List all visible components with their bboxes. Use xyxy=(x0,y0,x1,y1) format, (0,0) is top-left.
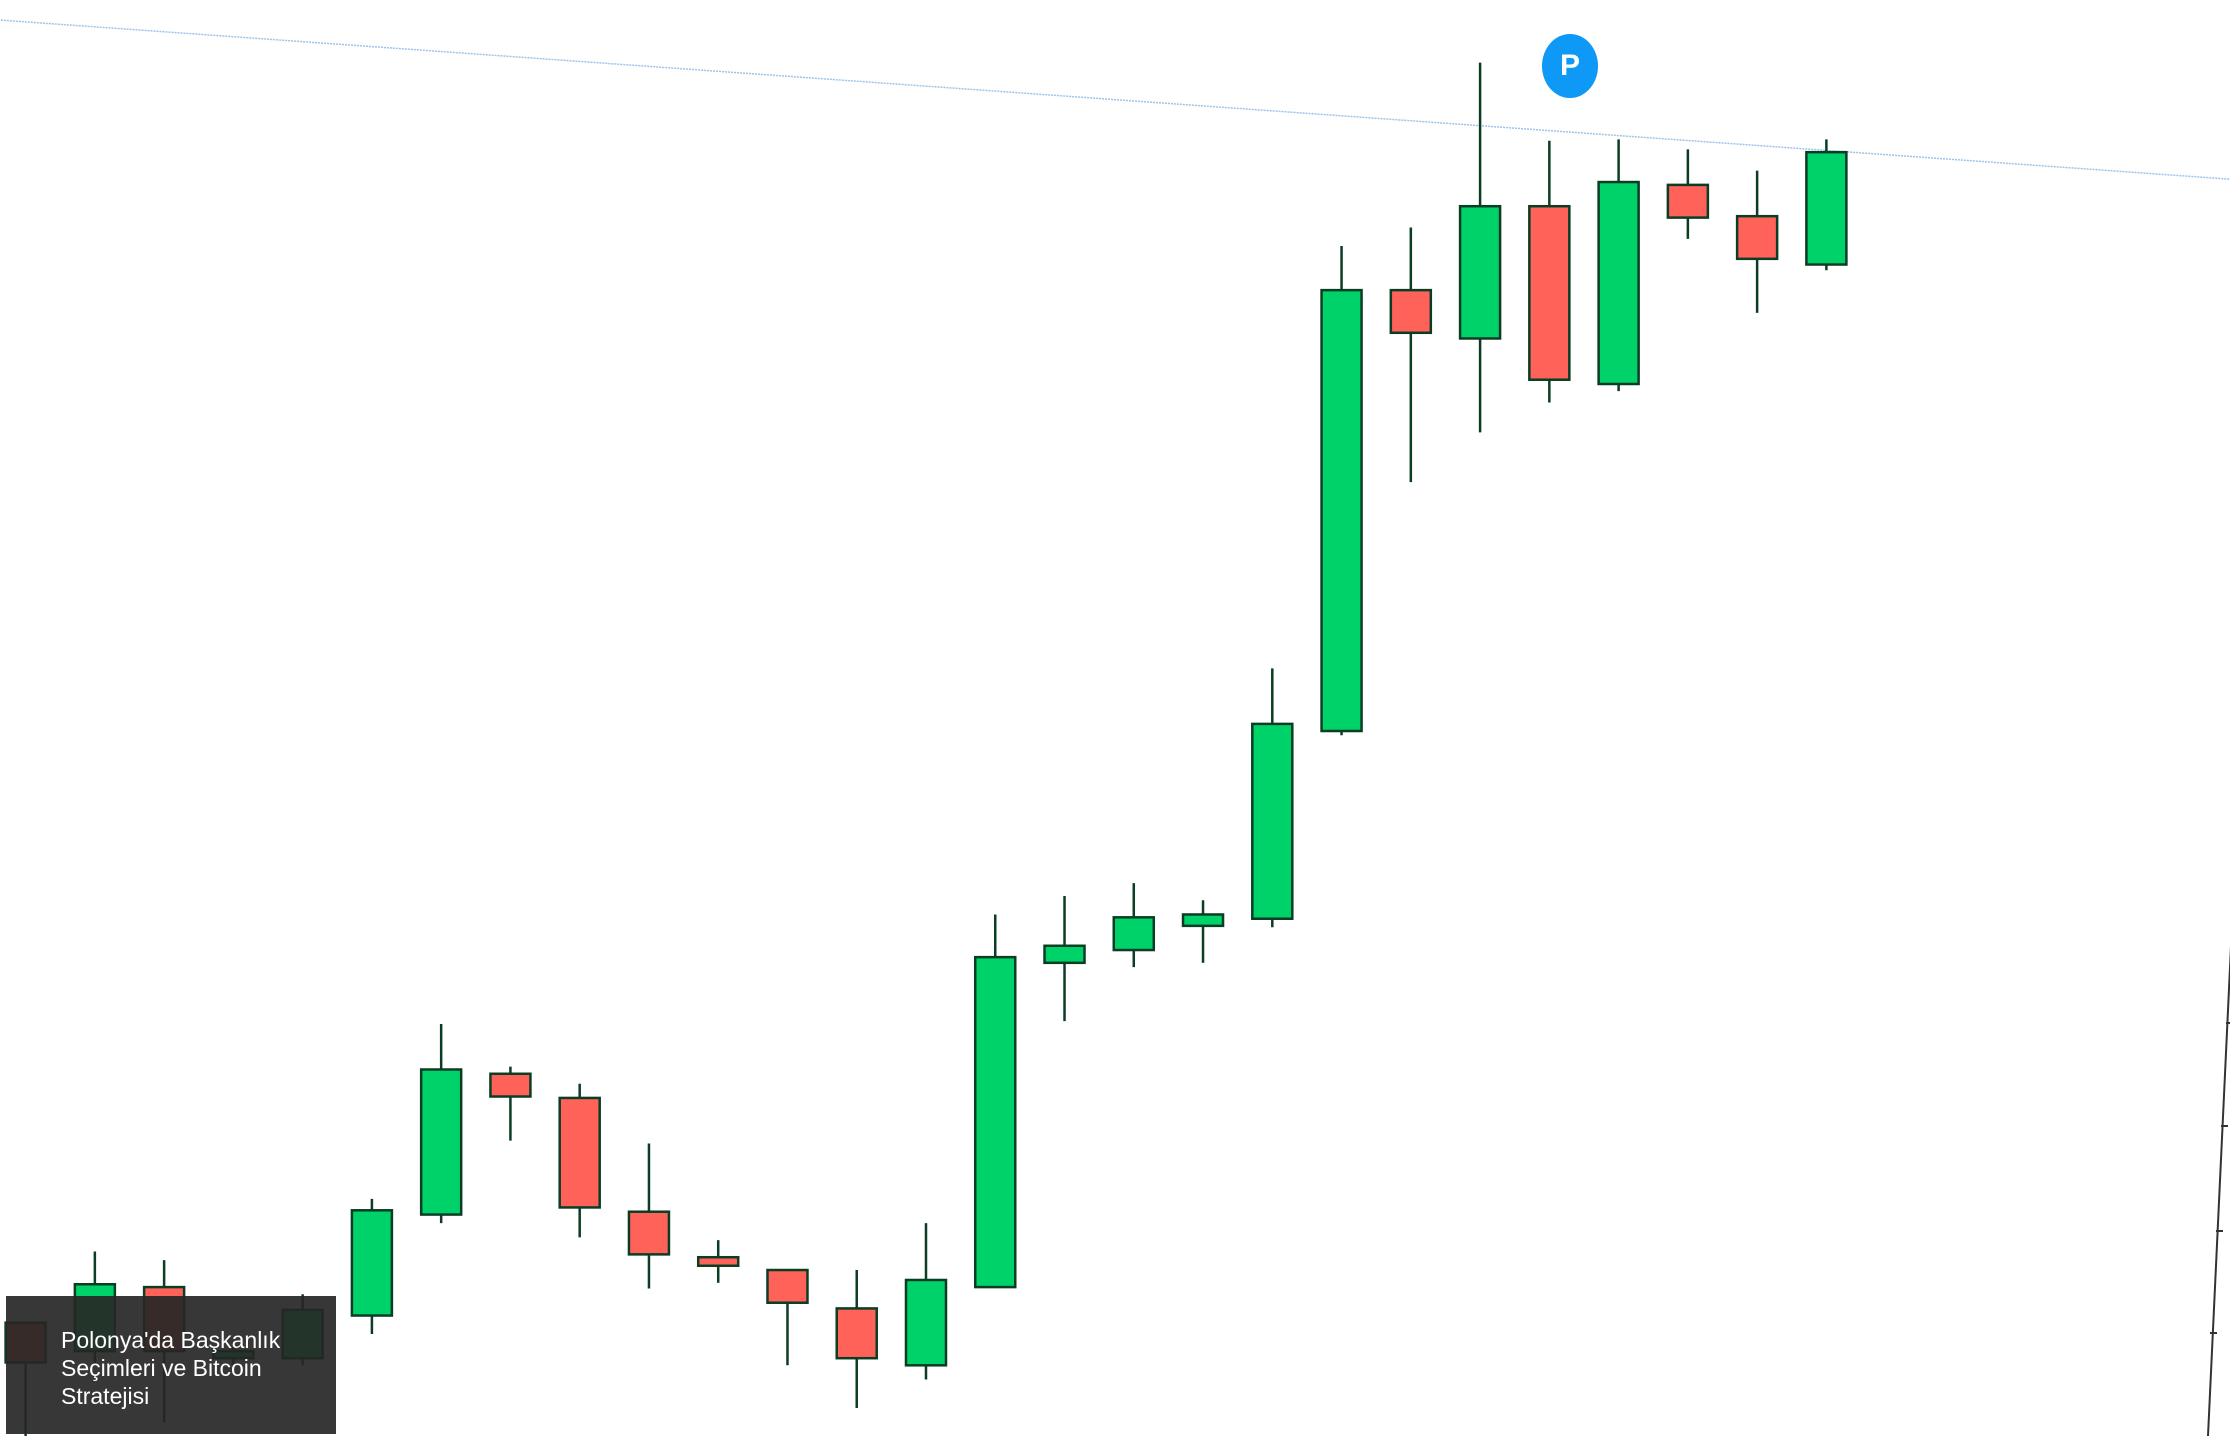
candle-body-up xyxy=(1597,180,1640,386)
candle-body-up xyxy=(1458,204,1502,340)
candle-body-down xyxy=(696,1255,740,1268)
candles-group xyxy=(4,62,1848,1436)
candle-body-up xyxy=(1181,913,1225,928)
candle-body-down xyxy=(766,1268,809,1304)
candle-body-down xyxy=(1735,214,1779,261)
candle-body-down xyxy=(1666,183,1710,219)
candle-body-up xyxy=(350,1209,394,1317)
candle-body-down xyxy=(558,1096,601,1209)
candle-body-down xyxy=(1528,204,1571,381)
candle-body-up xyxy=(1320,288,1363,733)
candle-body-up xyxy=(1112,916,1156,952)
price-axis xyxy=(2207,946,2230,1436)
candle-body-up xyxy=(419,1068,463,1216)
candle-body-up xyxy=(904,1278,948,1367)
candle-body-up xyxy=(974,955,1017,1289)
position-marker[interactable]: P xyxy=(1542,34,1598,98)
caption-title: Polonya'da Başkanlık Seçimleri ve Bitcoi… xyxy=(61,1327,281,1409)
candle-body-down xyxy=(627,1210,671,1256)
caption-overlay: Polonya'da Başkanlık Seçimleri ve Bitcoi… xyxy=(6,1296,336,1434)
price-axis-line xyxy=(2207,946,2230,1436)
candle-body-up xyxy=(1805,150,1848,266)
candle-body-up xyxy=(1043,944,1086,965)
candle-body-down xyxy=(1389,288,1433,335)
candle-body-down xyxy=(835,1307,878,1360)
candle-body-up xyxy=(1251,722,1294,920)
candle-body-down xyxy=(489,1072,532,1098)
trendline xyxy=(0,19,2230,180)
